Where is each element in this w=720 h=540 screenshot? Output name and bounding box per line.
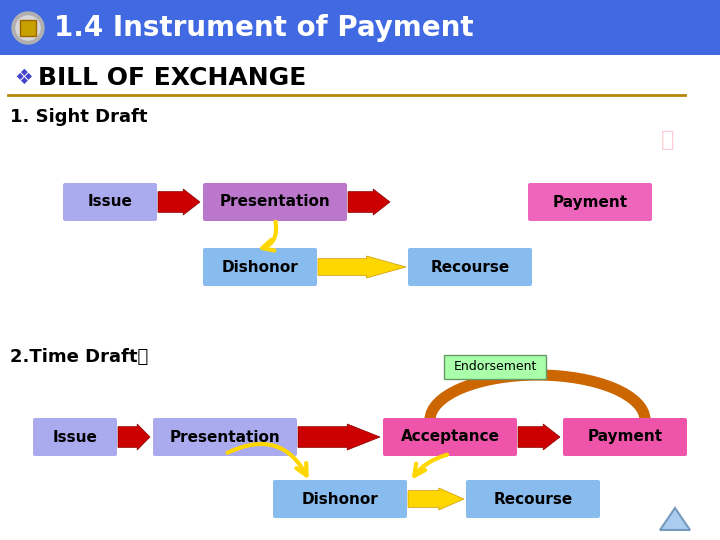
FancyArrowPatch shape [262,222,276,251]
FancyBboxPatch shape [153,418,297,456]
FancyBboxPatch shape [33,418,117,456]
Circle shape [12,12,44,44]
FancyBboxPatch shape [528,183,652,221]
FancyBboxPatch shape [0,0,720,55]
Text: Recourse: Recourse [431,260,510,274]
Polygon shape [298,424,380,450]
FancyBboxPatch shape [203,183,347,221]
Polygon shape [348,189,390,215]
Text: 1.4 Instrument of Payment: 1.4 Instrument of Payment [54,14,474,42]
Polygon shape [318,256,406,278]
Text: 1. Sight Draft: 1. Sight Draft [10,108,148,126]
FancyBboxPatch shape [383,418,517,456]
Text: Dishonor: Dishonor [302,491,379,507]
Polygon shape [118,424,150,450]
Text: 🐦: 🐦 [661,130,675,150]
Text: Recourse: Recourse [493,491,572,507]
Text: Endorsement: Endorsement [454,361,536,374]
Text: Acceptance: Acceptance [400,429,500,444]
FancyBboxPatch shape [408,248,532,286]
FancyBboxPatch shape [20,20,36,36]
FancyBboxPatch shape [466,480,600,518]
FancyBboxPatch shape [273,480,407,518]
FancyBboxPatch shape [563,418,687,456]
FancyBboxPatch shape [203,248,317,286]
Polygon shape [518,424,560,450]
Text: Issue: Issue [88,194,132,210]
Text: ❖: ❖ [14,68,32,88]
Polygon shape [158,189,200,215]
FancyArrowPatch shape [228,444,307,475]
Text: Dishonor: Dishonor [222,260,298,274]
Polygon shape [408,488,464,510]
Text: 2.Time Draft：: 2.Time Draft： [10,348,148,366]
Polygon shape [660,508,690,530]
Text: Presentation: Presentation [220,194,330,210]
Text: Presentation: Presentation [170,429,280,444]
Text: Payment: Payment [552,194,628,210]
Text: Issue: Issue [53,429,97,444]
Text: Payment: Payment [588,429,662,444]
FancyBboxPatch shape [63,183,157,221]
Circle shape [16,16,40,40]
Text: BILL OF EXCHANGE: BILL OF EXCHANGE [38,66,306,90]
FancyBboxPatch shape [444,355,546,379]
FancyArrowPatch shape [414,455,447,476]
